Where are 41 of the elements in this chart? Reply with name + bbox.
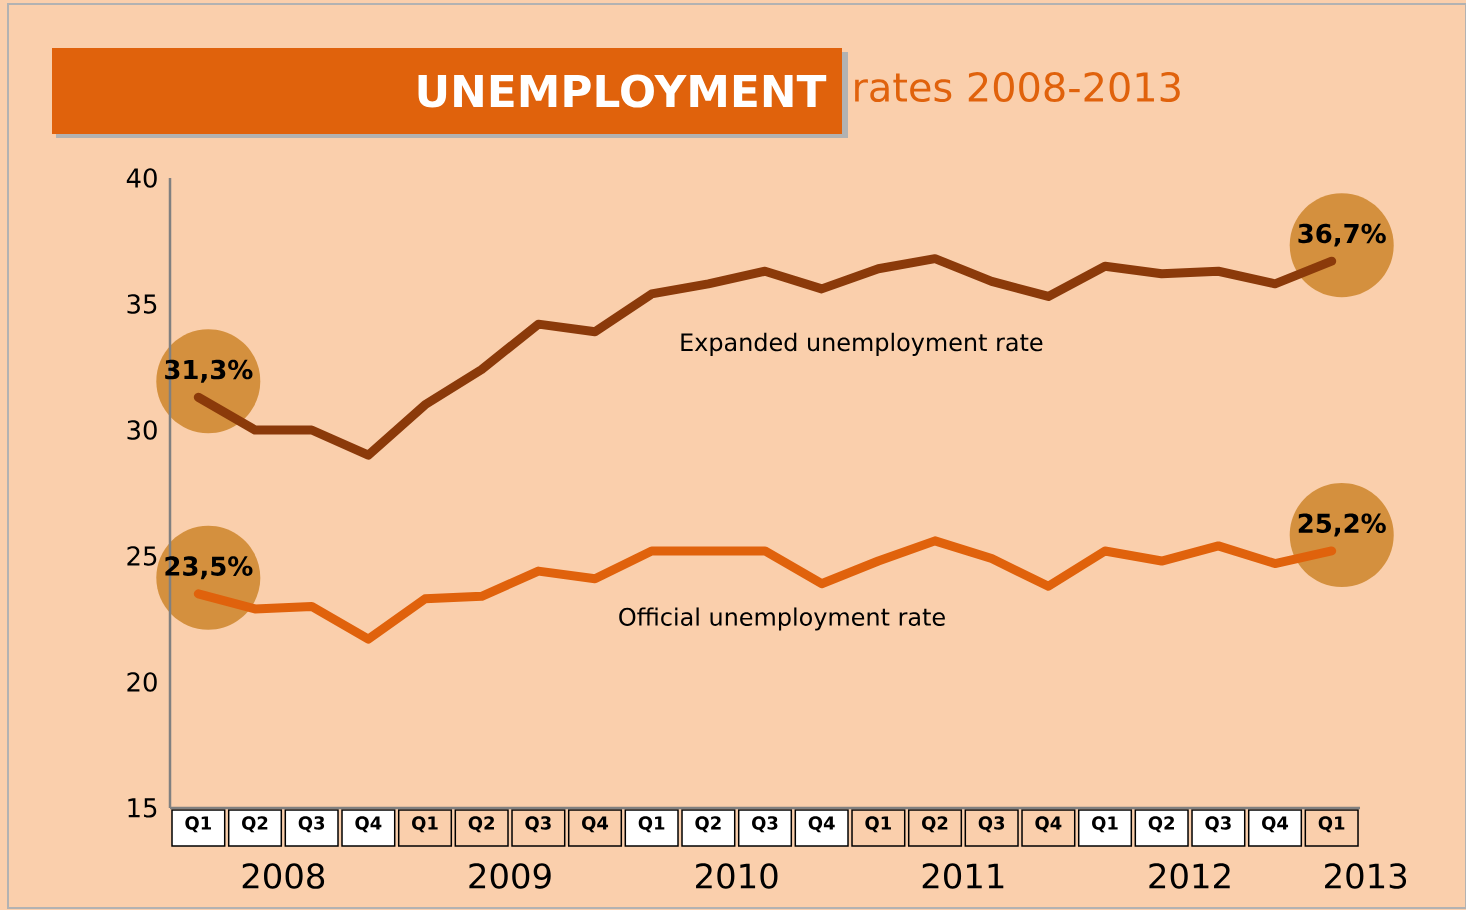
- x-tick-label: Q1: [865, 816, 891, 833]
- x-tick-label: Q2: [922, 816, 948, 833]
- series-label: Official unemployment rate: [619, 607, 945, 631]
- x-tick-label: Q4: [808, 816, 835, 833]
- x-tick-label: Q3: [1205, 816, 1231, 833]
- data-label: 36,7%: [1298, 223, 1386, 247]
- x-tick-label: Q4: [355, 816, 382, 833]
- data-label: 23,5%: [165, 556, 253, 580]
- x-tick-label: Q3: [978, 816, 1005, 833]
- text: 2011: [922, 863, 1004, 889]
- text: 2013: [1325, 863, 1407, 889]
- x-tick-label: Q4: [1262, 816, 1289, 833]
- chart-title: UNEMPLOYMENT: [418, 74, 827, 108]
- x-tick-label: Q1: [412, 816, 438, 833]
- x-tick-label: Q1: [185, 816, 211, 833]
- series-label: Expanded unemployment rate: [681, 332, 1043, 356]
- x-tick-label: Q4: [1035, 816, 1062, 833]
- x-tick-label: Q1: [1092, 816, 1118, 833]
- text: 2010: [696, 863, 778, 889]
- x-tick-label: Q3: [752, 816, 778, 833]
- x-tick-label: Q3: [525, 816, 551, 833]
- data-label: 31,3%: [165, 359, 253, 383]
- y-tick-label: 40: [126, 168, 157, 188]
- x-tick-label: Q2: [1148, 816, 1174, 833]
- x-tick-label: Q2: [468, 816, 494, 833]
- text: 2008: [242, 863, 325, 889]
- x-tick-label: Q2: [695, 816, 721, 833]
- x-tick-label: Q3: [298, 816, 325, 833]
- y-tick-label: 15: [128, 798, 157, 818]
- x-tick-label: Q1: [638, 816, 665, 833]
- data-label: 25,2%: [1298, 513, 1386, 537]
- y-tick-label: 30: [127, 420, 157, 440]
- y-tick-label: 20: [127, 672, 157, 692]
- x-tick-label: Q1: [1318, 816, 1345, 833]
- x-tick-label: Q4: [582, 816, 609, 833]
- text: 2012: [1149, 863, 1230, 889]
- chart-subtitle: rates 2008-2013: [855, 71, 1180, 103]
- y-tick-label: 25: [127, 546, 157, 566]
- y-tick-label: 35: [127, 294, 157, 314]
- x-tick-label: Q2: [242, 816, 268, 833]
- text: 2009: [469, 863, 551, 889]
